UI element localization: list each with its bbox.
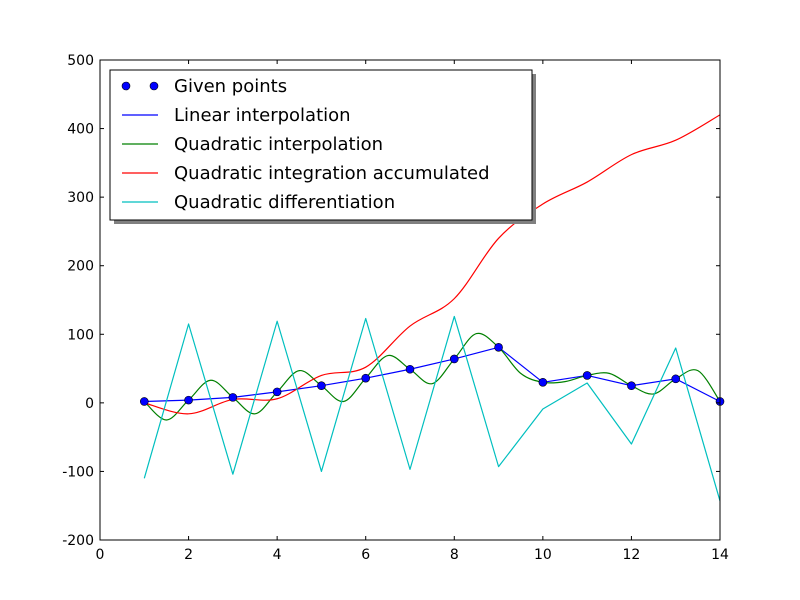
data-point: [272, 387, 282, 397]
y-tick-label: -200: [62, 533, 94, 549]
y-tick-label: 100: [67, 327, 94, 343]
ticks-layer: 0 2 4 6 8 10 12 14 -200 -100 0 100 200 300 400 500: [62, 53, 729, 563]
legend: Given points Linear interpolation Quadrati…: [109, 69, 536, 224]
legend-label: Given points: [174, 76, 287, 97]
data-point: [582, 371, 592, 380]
series-line-3: [144, 114, 720, 415]
plot-frame: [99, 59, 721, 541]
legend-label: Quadratic differentiation: [174, 192, 395, 213]
legend-label: Linear interpolation: [174, 105, 351, 126]
data-point: [184, 395, 193, 405]
data-point: [139, 397, 149, 406]
legend-label: Quadratic integration accumulated: [174, 163, 490, 184]
x-tick-label: 0: [96, 547, 105, 563]
x-tick-label: 14: [711, 547, 729, 563]
data-point: [671, 374, 681, 384]
y-tick-label: -100: [62, 464, 94, 480]
legend-marker: [149, 81, 159, 91]
data-point: [538, 377, 548, 387]
markers-layer: [139, 343, 725, 406]
y-tick-label: 300: [67, 190, 94, 206]
y-tick-label: 400: [67, 122, 94, 138]
data-point: [405, 364, 415, 374]
y-tick-label: 500: [67, 53, 94, 69]
legend-box: [109, 69, 533, 221]
x-tick-label: 8: [450, 547, 459, 563]
data-point: [627, 381, 636, 391]
x-tick-label: 4: [273, 547, 282, 563]
y-tick-label: 200: [67, 259, 94, 275]
series-line-4: [143, 315, 720, 502]
legend-label: Quadratic interpolation: [174, 134, 383, 155]
legend-marker: [121, 81, 131, 91]
series-layer: [143, 114, 720, 502]
x-tick-label: 10: [534, 547, 552, 563]
x-tick-label: 12: [623, 547, 641, 563]
x-tick-label: 2: [184, 547, 193, 563]
data-point: [494, 343, 503, 352]
x-tick-label: 6: [361, 547, 370, 563]
data-point: [361, 373, 371, 383]
data-point: [449, 354, 459, 364]
series-line-1: [144, 346, 720, 403]
series-line-2: [143, 332, 720, 421]
data-point: [228, 393, 238, 402]
data-point: [317, 381, 326, 391]
y-tick-label: 0: [85, 396, 94, 412]
